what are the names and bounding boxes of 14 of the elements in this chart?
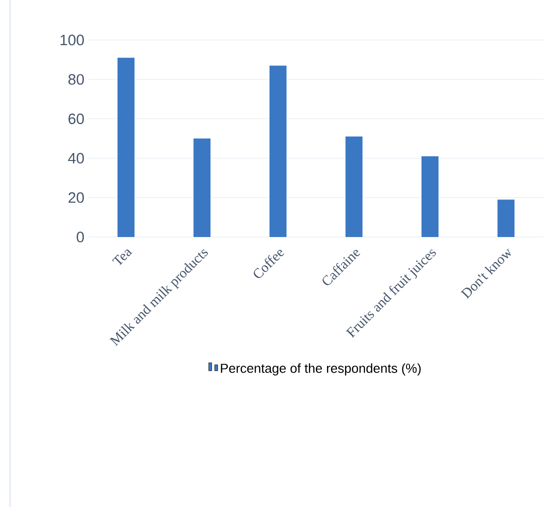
y-tick-label: 0 [76,232,84,242]
bar [422,156,438,237]
bar [498,200,515,237]
y-tick-label: 100 [60,34,84,46]
bar [270,66,286,237]
legend-label: Percentage of the respondents (%) [220,363,421,376]
bar [194,138,211,237]
x-tick-label: Tea [112,249,132,266]
y-tick-label: 20 [68,192,84,203]
bar [118,58,135,237]
y-tick-label: 40 [68,152,84,164]
y-tick-label: 80 [68,74,84,85]
y-tick-label: 60 [68,113,84,124]
bar [346,136,363,237]
